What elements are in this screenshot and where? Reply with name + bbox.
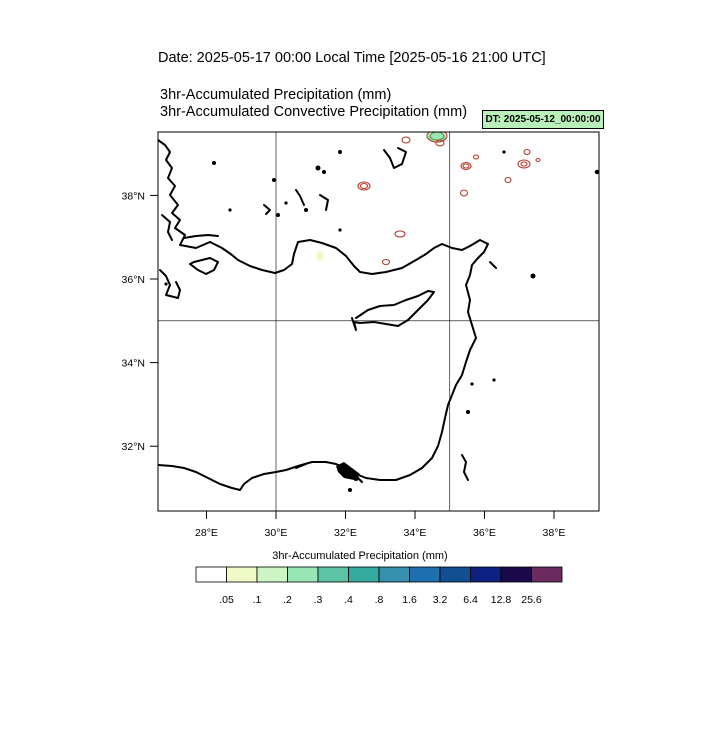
lon-tick-label: 30°E	[265, 527, 288, 539]
coast-east-detail	[489, 261, 497, 269]
colorbar-swatch	[226, 566, 258, 583]
lon-tick-label: 32°E	[334, 527, 357, 539]
colorbar-label: .1	[253, 594, 262, 606]
lon-tick-label: 28°E	[195, 527, 218, 539]
colorbar-label: .3	[314, 594, 323, 606]
colorbar-swatch	[287, 566, 319, 583]
crete	[159, 269, 181, 299]
date-title: Date: 2025-05-17 00:00 Local Time [2025-…	[158, 50, 546, 66]
lon-tick-label: 38°E	[543, 527, 566, 539]
colorbar-title: 3hr-Accumulated Precipitation (mm)	[272, 550, 448, 562]
colorbar-swatch	[470, 566, 502, 583]
aegean-island-3	[161, 214, 173, 241]
karpathos-2	[263, 204, 271, 215]
colorbar-swatch	[500, 566, 532, 583]
aegean-island-2	[183, 234, 219, 239]
colorbar-swatch	[439, 566, 471, 583]
lat-tick-label: 36°N	[122, 274, 145, 286]
latitude-axis: 38°N 36°N 34°N 32°N	[122, 190, 158, 453]
variable-title: 3hr-Accumulated Precipitation (mm)	[160, 87, 392, 103]
lon-tick-label: 36°E	[473, 527, 496, 539]
sinai-coast-detail	[295, 463, 307, 469]
colorbar-label: 3.2	[433, 594, 448, 606]
rhodes	[295, 189, 305, 206]
colorbar: .05 .1 .2 .3 .4 .8 1.6 3.2 6.4 12.8 25.6	[195, 566, 563, 606]
lat-tick-label: 32°N	[122, 441, 145, 453]
colorbar-swatch	[195, 566, 227, 583]
longitude-axis: 28°E 30°E 32°E 34°E 36°E 38°E	[195, 511, 565, 539]
colorbar-swatch	[378, 566, 410, 583]
lat-tick-label: 34°N	[122, 358, 145, 370]
convective-variable-title: 3hr-Accumulated Convective Precipitation…	[160, 104, 468, 120]
cyprus	[351, 290, 435, 331]
colorbar-swatch	[409, 566, 441, 583]
lat-tick-label: 38°N	[122, 190, 145, 202]
colorbar-swatch	[317, 566, 349, 583]
nile-delta-marsh	[336, 462, 360, 480]
colorbar-swatch	[256, 566, 288, 583]
colorbar-label: 12.8	[491, 594, 512, 606]
gridlines	[158, 132, 599, 511]
coastlines	[158, 139, 497, 491]
egypt-lake	[461, 454, 469, 481]
colorbar-label: .05	[219, 594, 234, 606]
aegean-island-1	[189, 257, 219, 275]
african-coast	[158, 461, 347, 491]
island-east-aegean	[383, 147, 407, 169]
colorbar-label: .8	[375, 594, 384, 606]
dt-badge: DT: 2025-05-12_00:00:00	[482, 110, 604, 129]
light-precip-patch	[316, 251, 324, 261]
colorbar-label: 25.6	[521, 594, 542, 606]
karpathos-1	[319, 194, 329, 211]
colorbar-label: 6.4	[463, 594, 478, 606]
colorbar-swatch	[531, 566, 563, 583]
colorbar-label: .4	[344, 594, 353, 606]
colorbar-label: .2	[283, 594, 292, 606]
colorbar-swatch	[348, 566, 380, 583]
lon-tick-label: 34°E	[404, 527, 427, 539]
convective-contours	[357, 132, 541, 266]
colorbar-label: 1.6	[402, 594, 417, 606]
anatolia-coast	[158, 139, 489, 275]
map-frame	[157, 131, 600, 512]
map-panel	[158, 132, 599, 511]
levant-coast	[345, 257, 479, 481]
